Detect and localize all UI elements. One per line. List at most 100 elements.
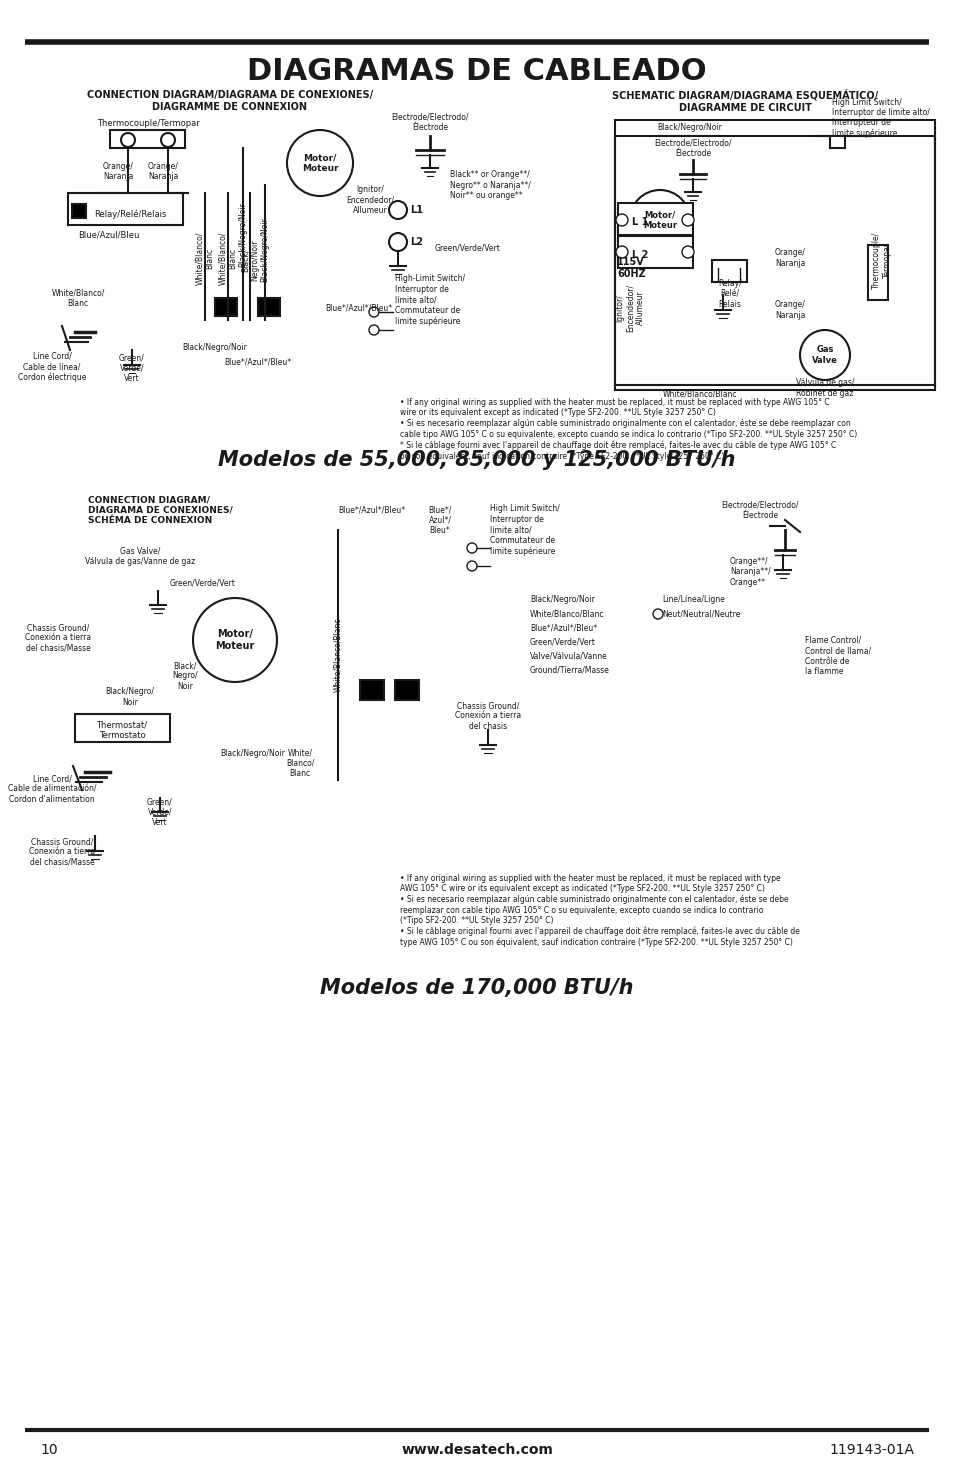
- Text: White/Blanco/Blanc: White/Blanco/Blanc: [530, 609, 604, 618]
- Bar: [68, 193, 183, 226]
- Text: Ground/Tierra/Masse: Ground/Tierra/Masse: [530, 665, 609, 674]
- Text: Line Cord/
Cable de alimentación/
Cordon d'alimentation: Line Cord/ Cable de alimentación/ Cordon…: [8, 774, 96, 804]
- Text: Thermocouple/
Térmopar: Thermocouple/ Térmopar: [871, 232, 891, 289]
- Text: DIAGRAMAS DE CABLEADO: DIAGRAMAS DE CABLEADO: [247, 58, 706, 87]
- Circle shape: [287, 130, 353, 196]
- Text: www.desatech.com: www.desatech.com: [400, 1443, 553, 1457]
- Text: Black/Negro/Noir: Black/Negro/Noir: [238, 202, 247, 267]
- Circle shape: [121, 133, 135, 148]
- Text: Blue*/Azul*/Bleu*: Blue*/Azul*/Bleu*: [530, 624, 597, 633]
- Text: Gas Valve/
Válvula de gas/Vanne de gaz: Gas Valve/ Válvula de gas/Vanne de gaz: [85, 546, 195, 566]
- Text: Black/Negro/Noir: Black/Negro/Noir: [657, 124, 721, 133]
- Text: White/Blanco/Blanc: White/Blanco/Blanc: [662, 389, 737, 398]
- Circle shape: [681, 214, 693, 226]
- Text: Black/Negro/Noir: Black/Negro/Noir: [220, 748, 285, 758]
- Text: Green/Verde/Vert: Green/Verde/Vert: [530, 637, 596, 646]
- Text: White/Blanco/
Blanc: White/Blanco/ Blanc: [195, 232, 214, 285]
- Text: CONNECTION DIAGRAM/
DIAGRAMA DE CONEXIONES/
SCHÉMA DE CONNEXION: CONNECTION DIAGRAM/ DIAGRAMA DE CONEXION…: [88, 496, 233, 525]
- Text: Black** or Orange**/
Negro** o Naranja**/
Noir** ou orange**: Black** or Orange**/ Negro** o Naranja**…: [450, 170, 530, 201]
- Text: Motor/
Moteur: Motor/ Moteur: [215, 630, 254, 650]
- Bar: [257, 298, 280, 316]
- Text: Chassis Ground/
Conexión a tierra
del chasis/Masse: Chassis Ground/ Conexión a tierra del ch…: [29, 838, 95, 867]
- Bar: [618, 204, 692, 235]
- Bar: [618, 236, 692, 268]
- Text: Relay/
Relé/
Relais: Relay/ Relé/ Relais: [718, 279, 741, 308]
- Text: CONNECTION DIAGRAM/DIAGRAMA DE CONEXIONES/
DIAGRAMME DE CONNEXION: CONNECTION DIAGRAM/DIAGRAMA DE CONEXIONE…: [87, 90, 373, 112]
- Circle shape: [369, 324, 378, 335]
- Bar: [615, 119, 934, 389]
- Text: 115V
60HZ: 115V 60HZ: [617, 257, 645, 279]
- Text: High Limit Switch/
Interruptor de
límite alto/
Commutateur de
limite supérieure: High Limit Switch/ Interruptor de límite…: [490, 504, 559, 556]
- Circle shape: [369, 307, 378, 317]
- Text: Orange**/
Naranja**/
Orange**: Orange**/ Naranja**/ Orange**: [729, 558, 770, 587]
- Bar: [359, 680, 384, 701]
- Text: Neut/Neutral/Neutre: Neut/Neutral/Neutre: [661, 609, 740, 618]
- Bar: [867, 245, 887, 299]
- Text: Line Cord/
Cable de línea/
Cordon électrique: Line Cord/ Cable de línea/ Cordon électr…: [18, 353, 86, 382]
- Text: Válvula de gas/
Robinet de gaz: Válvula de gas/ Robinet de gaz: [795, 378, 853, 398]
- Bar: [711, 260, 746, 282]
- Text: Electrode/Electrodo/
Électrode: Electrode/Electrodo/ Électrode: [654, 139, 731, 158]
- Text: White/Blanco/
Blanc: White/Blanco/ Blanc: [218, 232, 237, 285]
- Text: High-Limit Switch/
Interruptor de
límite alto/
Commutateur de
limite supérieure: High-Limit Switch/ Interruptor de límite…: [395, 274, 465, 326]
- Text: Thermostat/
Termostato: Thermostat/ Termostato: [96, 720, 148, 739]
- Text: White/Blanco/
Blanc: White/Blanco/ Blanc: [51, 288, 105, 308]
- Bar: [75, 714, 170, 742]
- Circle shape: [389, 233, 407, 251]
- Text: Blue/Azul/Bleu: Blue/Azul/Bleu: [78, 230, 139, 239]
- Circle shape: [800, 330, 849, 381]
- Text: Orange/
Naranja: Orange/ Naranja: [103, 162, 133, 181]
- Text: Motor/
Moteur: Motor/ Moteur: [301, 153, 338, 173]
- Text: • If any original wiring as supplied with the heater must be replaced, it must b: • If any original wiring as supplied wit…: [399, 875, 799, 947]
- Text: L 2: L 2: [631, 249, 647, 260]
- Text: SCHEMATIC DIAGRAM/DIAGRAMA ESQUEMÁTICO/
DIAGRAMME DE CIRCUIT: SCHEMATIC DIAGRAM/DIAGRAMA ESQUEMÁTICO/ …: [611, 90, 877, 112]
- Text: Motor/
Moteur: Motor/ Moteur: [642, 211, 677, 230]
- Text: Orange/
Naranja: Orange/ Naranja: [774, 301, 805, 320]
- Text: Blue*/
Azul*/
Bleu*: Blue*/ Azul*/ Bleu*: [428, 504, 451, 535]
- Circle shape: [616, 246, 627, 258]
- Text: Ignitor/
Encendedor/
Allumeur: Ignitor/ Encendedor/ Allumeur: [346, 184, 394, 215]
- Text: Green/
Verde/
Vert: Green/ Verde/ Vert: [147, 796, 172, 827]
- Circle shape: [467, 543, 476, 553]
- Text: Blue*/Azul*/Bleu*: Blue*/Azul*/Bleu*: [224, 357, 292, 366]
- Circle shape: [616, 214, 627, 226]
- Text: Orange/
Naranja: Orange/ Naranja: [774, 248, 805, 267]
- Circle shape: [161, 133, 174, 148]
- Text: L1: L1: [410, 205, 422, 215]
- Text: Electrode/Electrodo/
Électrode: Electrode/Electrodo/ Électrode: [391, 112, 468, 131]
- Text: Black/Negro/Noir: Black/Negro/Noir: [260, 217, 269, 282]
- Text: Black/Negro/Noir: Black/Negro/Noir: [530, 596, 595, 605]
- Bar: [110, 130, 185, 148]
- Circle shape: [193, 597, 276, 681]
- Bar: [395, 680, 418, 701]
- Circle shape: [629, 190, 689, 249]
- Text: White/Blanco/Blanc: White/Blanco/Blanc: [334, 618, 342, 692]
- Circle shape: [681, 246, 693, 258]
- Text: Black/Negro/Noir: Black/Negro/Noir: [182, 344, 247, 353]
- Circle shape: [652, 609, 662, 620]
- Text: Modelos de 55,000, 85,000 y 125,000 BTU/h: Modelos de 55,000, 85,000 y 125,000 BTU/…: [218, 450, 735, 471]
- Text: Ignitor/
Encendedor/
Allumeur: Ignitor/ Encendedor/ Allumeur: [615, 283, 644, 332]
- Bar: [71, 204, 86, 218]
- Text: Green/Verde/Vert: Green/Verde/Vert: [435, 243, 500, 252]
- Text: Chassis Ground/
Conexión a tierra
del chasis/Masse: Chassis Ground/ Conexión a tierra del ch…: [25, 622, 91, 653]
- Text: Modelos de 170,000 BTU/h: Modelos de 170,000 BTU/h: [320, 978, 633, 999]
- Text: Blue*/Azul*/Bleu*: Blue*/Azul*/Bleu*: [337, 506, 405, 515]
- Text: Orange/
Naranja: Orange/ Naranja: [148, 162, 178, 181]
- Text: Valve/Válvula/Vanne: Valve/Válvula/Vanne: [530, 652, 607, 661]
- Text: 119143-01A: 119143-01A: [828, 1443, 913, 1457]
- Circle shape: [467, 560, 476, 571]
- Text: Green/Verde/Vert: Green/Verde/Vert: [170, 578, 235, 587]
- Text: Black/
Negro/
Noir: Black/ Negro/ Noir: [172, 661, 197, 690]
- Bar: [214, 298, 236, 316]
- Text: • If any original wiring as supplied with the heater must be replaced, it must b: • If any original wiring as supplied wit…: [399, 398, 857, 460]
- Text: White/
Blanco/
Blanc: White/ Blanco/ Blanc: [286, 748, 314, 777]
- Text: Green/
Verde/
Vert: Green/ Verde/ Vert: [119, 353, 145, 384]
- Text: Black/
Negro/Noir: Black/ Negro/Noir: [240, 239, 259, 280]
- Text: Black/Negro/
Noir: Black/Negro/ Noir: [106, 687, 154, 707]
- Text: L2: L2: [410, 237, 422, 246]
- Text: Chassis Ground/
Conexión a tierra
del chasis: Chassis Ground/ Conexión a tierra del ch…: [455, 701, 520, 732]
- Text: L 1: L 1: [631, 217, 647, 227]
- Text: Flame Control/
Control de llama/
Contrôle de
la flamme: Flame Control/ Control de llama/ Contrôl…: [804, 636, 870, 676]
- Text: Line/Línea/Ligne: Line/Línea/Ligne: [661, 596, 724, 605]
